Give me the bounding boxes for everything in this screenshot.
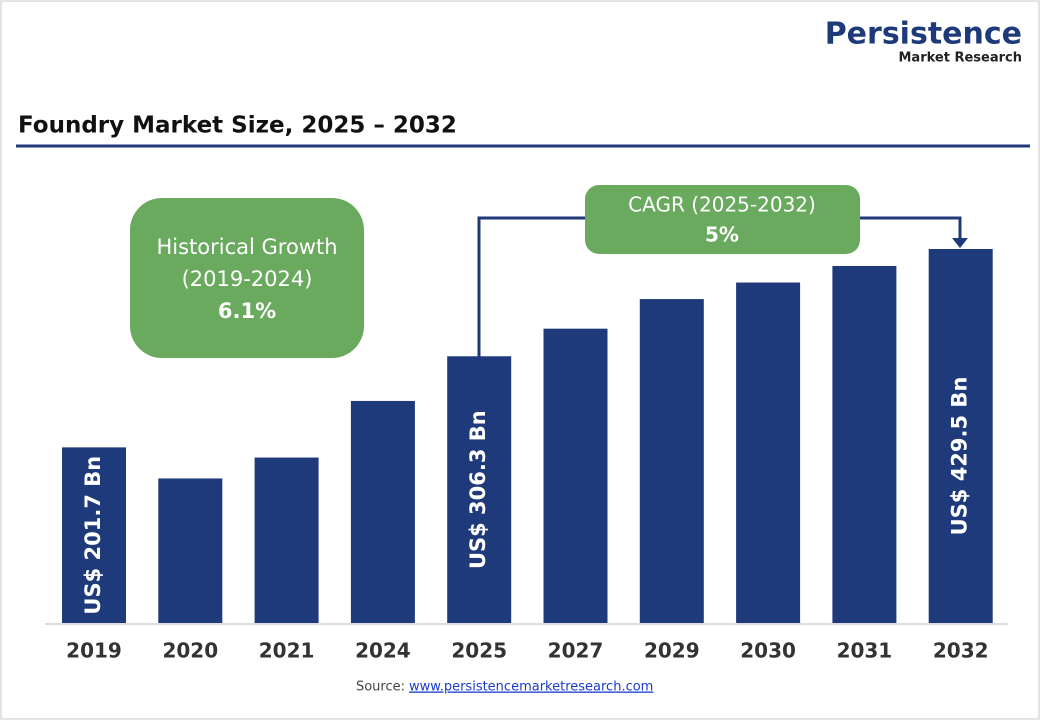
chart-title: Foundry Market Size, 2025 – 2032 [18,113,457,139]
annotation-text: CAGR (2025-2032) [628,193,816,217]
bar [639,299,704,623]
data-label: US$ 201.7 Bn [81,456,105,615]
brand-sub: Market Research [899,51,1023,66]
brand: Persistence [825,17,1022,52]
annotation-value: 6.1% [218,299,276,323]
bar [62,447,126,623]
bar [350,400,415,623]
bar [832,265,897,623]
bar [928,249,993,623]
bar [736,282,801,623]
annotation-value: 5% [705,223,739,247]
x-tick-label: 2032 [933,639,989,663]
x-tick-label: 2031 [837,639,893,663]
x-tick-label: 2024 [355,639,411,663]
x-tick-label: 2027 [548,639,604,663]
x-tick-label: 2019 [66,639,122,663]
annotation-text: Historical Growth [156,235,337,259]
bar [543,328,608,623]
x-tick-label: 2029 [644,639,700,663]
bar [254,457,319,623]
data-label: US$ 306.3 Bn [466,410,490,569]
annotation-text: (2019-2024) [182,267,313,291]
cagr-box [585,185,860,254]
source-label: Source: [356,680,405,695]
x-tick-label: 2021 [259,639,315,663]
historical-box [130,198,364,358]
bar [447,356,512,623]
data-label: US$ 429.5 Bn [948,377,972,536]
arrowhead [952,238,968,248]
x-tick-label: 2020 [162,639,218,663]
source-link[interactable]: www.persistencemarketresearch.com [409,680,653,695]
bar [158,478,223,623]
x-tick-label: 2030 [740,639,796,663]
x-tick-label: 2025 [451,639,507,663]
